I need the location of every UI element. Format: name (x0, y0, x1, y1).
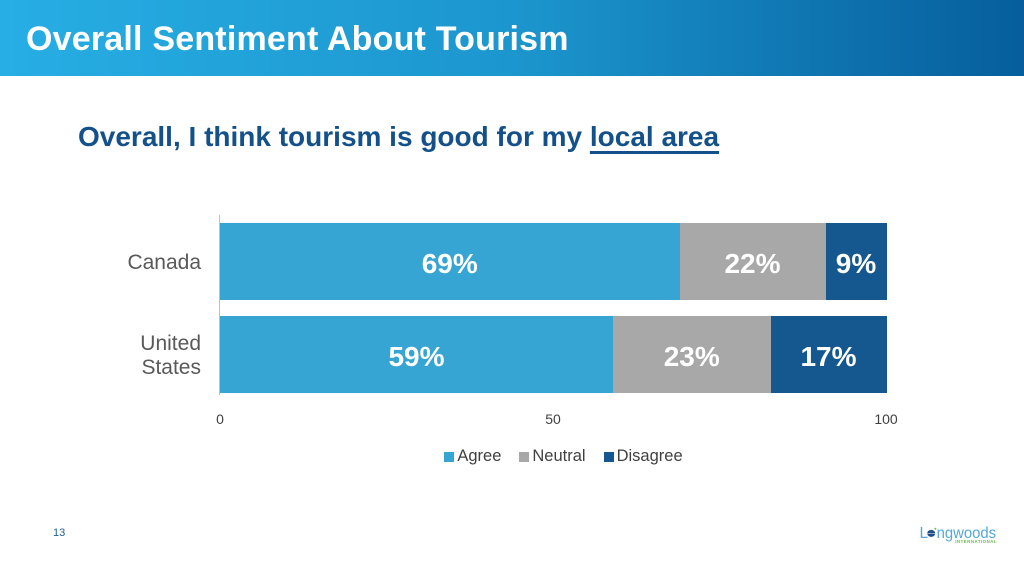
svg-text:ngwoods: ngwoods (937, 525, 997, 542)
svg-text:INTERNATIONAL: INTERNATIONAL (955, 539, 997, 544)
svg-text:L: L (920, 525, 929, 542)
